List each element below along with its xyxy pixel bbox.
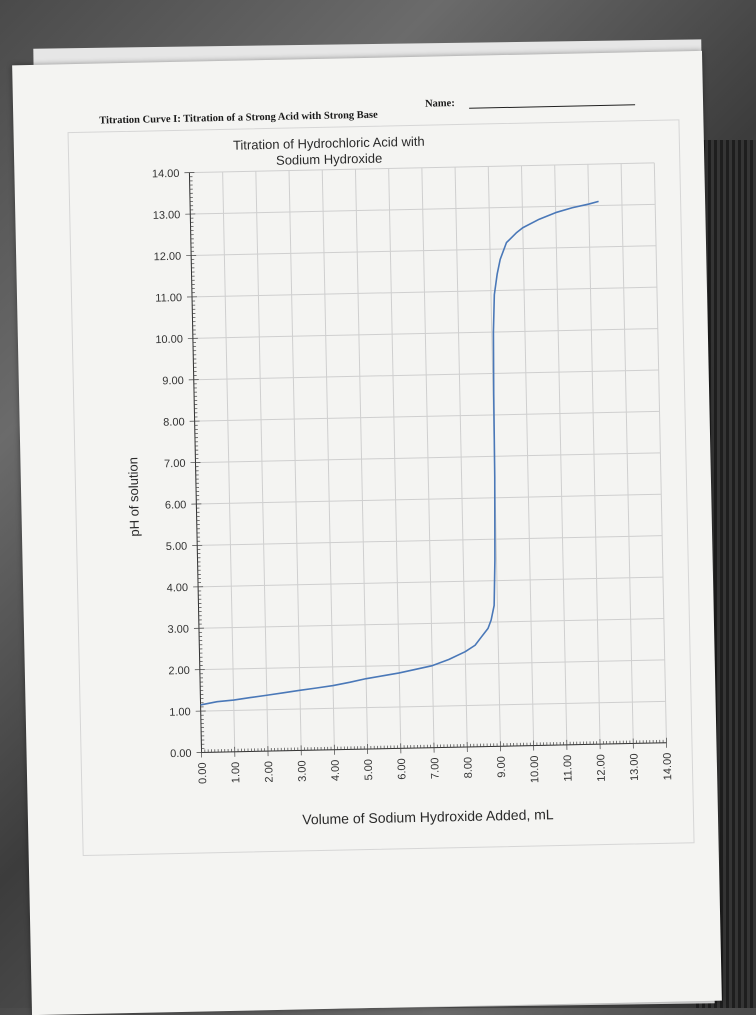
y-tick-label: 14.00 [152,168,180,181]
x-tick-label: 6.00 [396,758,408,780]
y-tick-label: 6.00 [165,499,187,511]
chart-tick-labels: 0.00 1.00 2.00 3.00 4.00 5.00 6.00 7.00 8.00 9.00… [152,158,674,791]
y-tick-label: 11.00 [155,292,182,305]
y-tick-label: 4.00 [167,582,189,594]
y-tick-label: 13.00 [153,209,181,222]
y-tick-label: 12.00 [154,251,182,264]
chart-title-line-2: Sodium Hydroxide [276,151,383,168]
x-tick-label: 7.00 [429,757,441,779]
chart-frame: 0.00 1.00 2.00 3.00 4.00 5.00 6.00 7.00 8.00 9.00… [68,119,695,856]
x-tick-label: 5.00 [363,759,375,781]
x-tick-label: 8.00 [462,757,474,779]
y-tick-label: 5.00 [166,541,188,553]
x-tick-label: 10.00 [529,755,542,783]
y-tick-label: 1.00 [169,706,191,718]
worksheet-title: Titration Curve I: Titration of a Strong… [99,110,378,127]
y-tick-label: 0.00 [170,748,192,760]
x-tick-label: 14.00 [662,753,675,781]
name-label: Name: [425,98,455,110]
y-axis-label: pH of solution [125,457,142,537]
chart-series [190,201,609,705]
titration-chart: 0.00 1.00 2.00 3.00 4.00 5.00 6.00 7.00 8.00 9.00… [69,120,694,855]
name-line[interactable] [469,104,635,108]
x-tick-label: 1.00 [230,762,242,784]
x-tick-label: 4.00 [330,760,342,782]
x-axis-label: Volume of Sodium Hydroxide Added, mL [302,806,554,827]
y-tick-label: 9.00 [162,375,184,387]
x-tick-label: 11.00 [562,755,575,782]
y-tick-label: 10.00 [155,334,183,347]
y-tick-label: 2.00 [168,665,190,677]
y-tick-label: 7.00 [164,458,186,470]
chart-grid [189,163,666,753]
x-tick-label: 3.00 [296,760,308,782]
titration-curve-line [190,201,609,705]
worksheet-paper: Titration Curve I: Titration of a Strong… [12,51,722,1015]
y-tick-label: 8.00 [163,416,185,428]
x-tick-label: 0.00 [197,762,209,784]
x-tick-label: 9.00 [496,756,508,778]
y-tick-label: 3.00 [167,623,189,635]
x-tick-label: 2.00 [263,761,275,783]
x-tick-label: 12.00 [595,754,608,782]
chart-title-line-1: Titration of Hydrochloric Acid with [233,134,425,153]
x-tick-label: 13.00 [628,753,641,781]
